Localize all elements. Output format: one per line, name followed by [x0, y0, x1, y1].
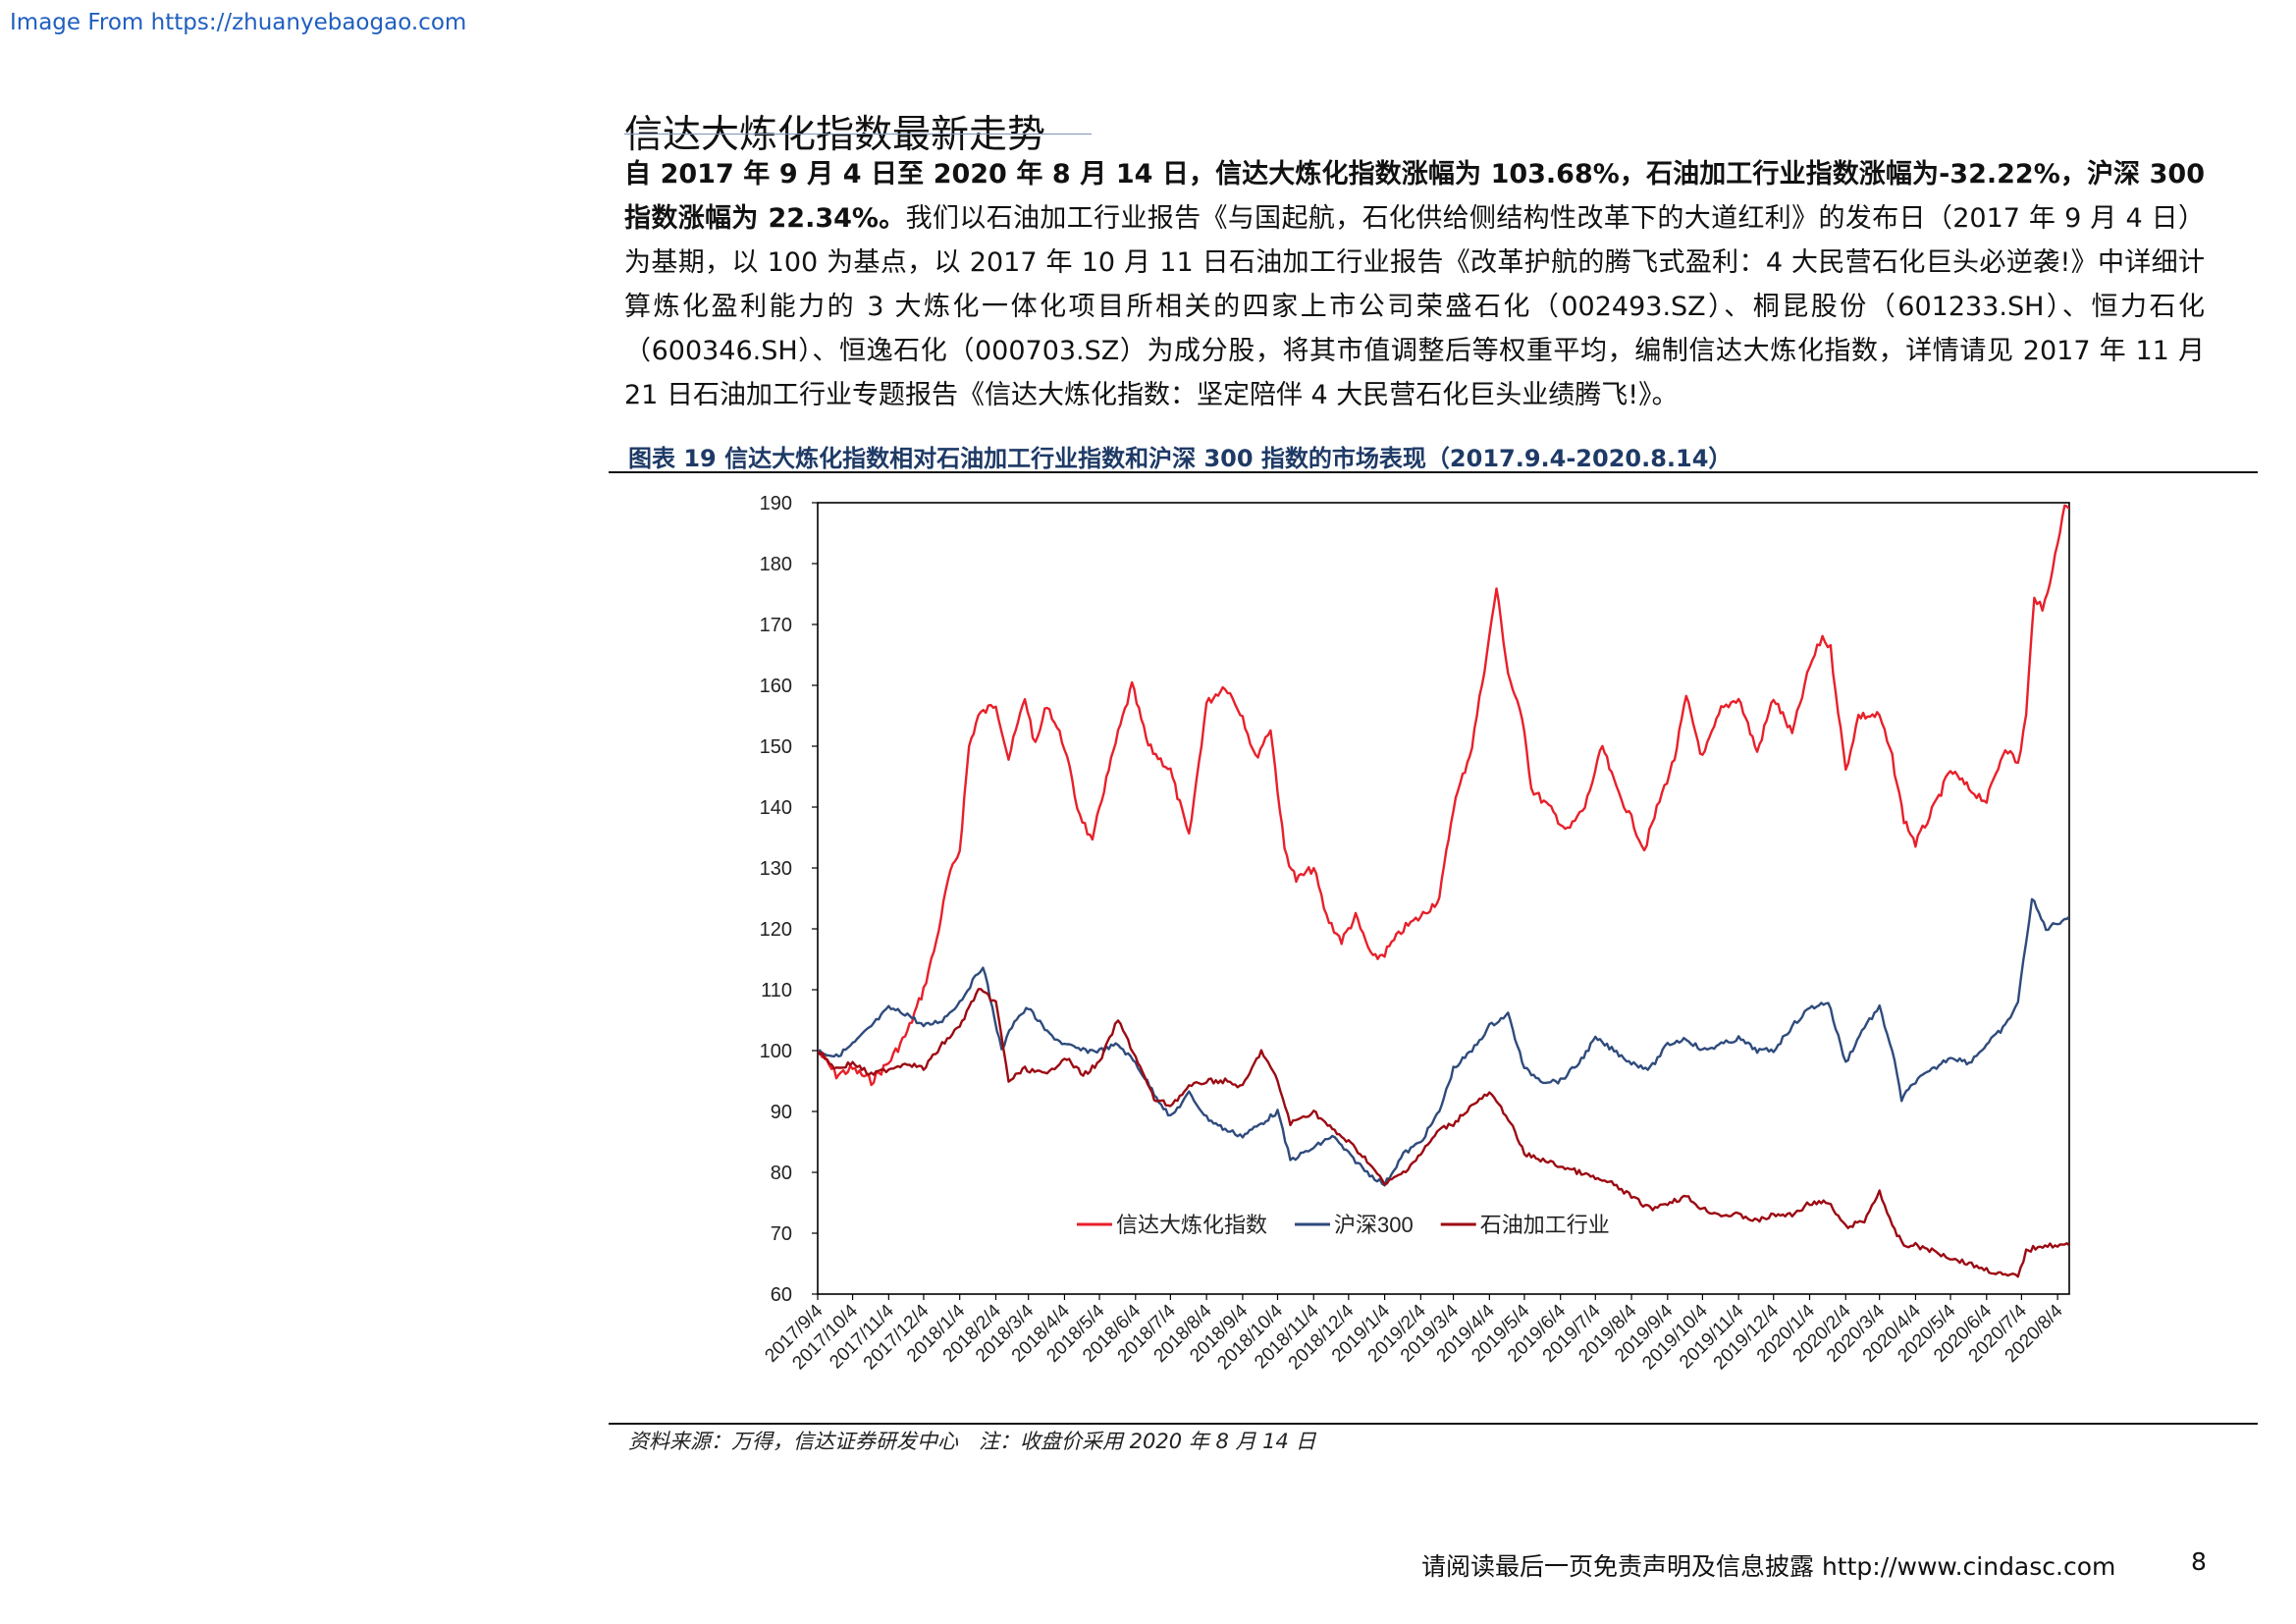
- y-tick-label: 180: [760, 554, 792, 575]
- series-line-0: [818, 504, 2069, 1087]
- y-tick-label: 190: [760, 493, 792, 514]
- x-tick-label: 2018/8/4: [1150, 1300, 1216, 1366]
- x-tick-label: 2020/5/4: [1894, 1300, 1959, 1366]
- footer-disclaimer: 请阅读最后一页免责声明及信息披露 http://www.cindasc.com: [1421, 1552, 2116, 1581]
- y-tick-label: 150: [760, 736, 792, 758]
- y-tick-label: 120: [760, 919, 792, 941]
- y-tick-label: 130: [760, 858, 792, 880]
- figure-bottom-rule: [609, 1423, 2258, 1425]
- y-tick-label: 80: [771, 1163, 792, 1184]
- x-tick-label: 2019/10/4: [1638, 1300, 1712, 1374]
- x-tick-label: 2020/6/4: [1930, 1300, 1996, 1366]
- x-tick-label: 2018/7/4: [1114, 1300, 1180, 1366]
- x-tick-label: 2019/4/4: [1433, 1300, 1499, 1366]
- x-tick-label: 2020/3/4: [1823, 1300, 1889, 1366]
- legend-label-1: 沪深300: [1334, 1213, 1414, 1237]
- x-tick-label: 2018/11/4: [1251, 1300, 1323, 1373]
- x-tick-label: 2018/3/4: [972, 1300, 1038, 1366]
- x-tick-label: 2019/8/4: [1575, 1300, 1640, 1366]
- x-tick-label: 2018/12/4: [1285, 1300, 1359, 1374]
- x-tick-label: 2020/2/4: [1789, 1300, 1855, 1366]
- page-number: 8: [2191, 1547, 2207, 1576]
- y-tick-label: 60: [771, 1284, 792, 1306]
- x-tick-label: 2019/6/4: [1504, 1300, 1570, 1366]
- x-tick-label: 2019/7/4: [1539, 1300, 1605, 1366]
- paragraph-bold-lead: 自 2017 年 9 月 4 日至 2020 年 8 月 14 日，信达大炼化指…: [624, 159, 2205, 234]
- x-tick-label: 2019/5/4: [1468, 1300, 1533, 1366]
- plot-area-frame: [817, 502, 2070, 1295]
- x-tick-label: 2018/9/4: [1186, 1300, 1252, 1366]
- x-tick-label: 2017/12/4: [860, 1300, 934, 1374]
- y-tick-label: 160: [760, 676, 792, 697]
- x-tick-label: 2018/2/4: [939, 1300, 1005, 1366]
- series-line-2: [818, 988, 2069, 1278]
- figure-caption: 图表 19 信达大炼化指数相对石油加工行业指数和沪深 300 指数的市场表现（2…: [628, 445, 1733, 472]
- x-tick-label: 2018/5/4: [1042, 1300, 1108, 1366]
- legend-label-0: 信达大炼化指数: [1116, 1213, 1267, 1237]
- x-tick-label: 2018/1/4: [903, 1300, 969, 1366]
- x-tick-label: 2019/1/4: [1328, 1300, 1394, 1366]
- x-tick-label: 2017/10/4: [788, 1300, 862, 1374]
- x-tick-label: 2018/6/4: [1079, 1300, 1145, 1366]
- watermark: Image From https://zhuanyebaogao.com: [10, 10, 467, 35]
- x-tick-label: 2020/8/4: [2002, 1300, 2067, 1366]
- title-underline: [624, 134, 1092, 135]
- paragraph-body: 我们以石油加工行业报告《与国起航，石化供给侧结构性改革下的大道红利》的发布日（2…: [624, 203, 2206, 410]
- x-tick-label: 2018/4/4: [1008, 1300, 1074, 1366]
- x-tick-label: 2019/9/4: [1611, 1300, 1677, 1366]
- y-tick-label: 100: [760, 1041, 792, 1062]
- x-tick-label: 2019/11/4: [1676, 1300, 1748, 1373]
- body-paragraph: 自 2017 年 9 月 4 日至 2020 年 8 月 14 日，信达大炼化指…: [624, 152, 2205, 417]
- y-tick-label: 110: [761, 980, 792, 1001]
- y-tick-label: 70: [771, 1223, 792, 1245]
- source-note: 资料来源：万得，信达证券研发中心 注：收盘价采用 2020 年 8 月 14 日: [628, 1430, 1316, 1453]
- figure-top-rule: [609, 471, 2258, 473]
- x-tick-label: 2017/9/4: [761, 1300, 827, 1366]
- x-tick-label: 2020/4/4: [1859, 1300, 1925, 1366]
- section-title: 信达大炼化指数最新走势: [624, 113, 1046, 158]
- x-tick-label: 2020/1/4: [1753, 1300, 1819, 1366]
- x-tick-label: 2020/7/4: [1965, 1300, 2031, 1366]
- y-tick-label: 170: [760, 615, 792, 636]
- x-tick-label: 2019/3/4: [1397, 1300, 1463, 1366]
- x-tick-label: 2019/2/4: [1364, 1300, 1430, 1366]
- x-tick-label: 2017/11/4: [826, 1300, 898, 1373]
- y-tick-label: 90: [771, 1102, 792, 1123]
- series-line-1: [818, 897, 2069, 1187]
- x-tick-label: 2018/10/4: [1213, 1300, 1287, 1374]
- legend-label-2: 石油加工行业: [1480, 1213, 1610, 1237]
- y-tick-label: 140: [760, 797, 792, 819]
- x-tick-label: 2019/12/4: [1710, 1300, 1784, 1374]
